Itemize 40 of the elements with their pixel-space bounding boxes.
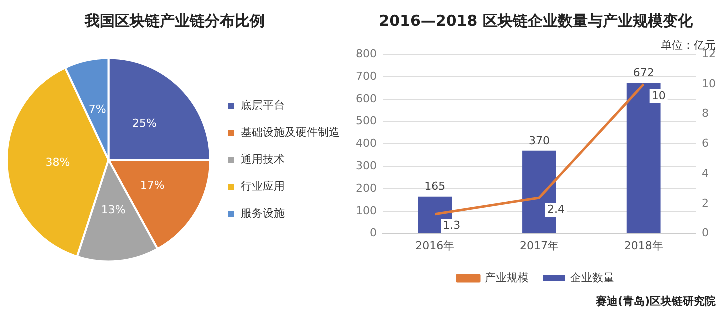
data-label: 7%	[88, 103, 106, 116]
y-tick-label: 600	[356, 92, 377, 106]
data-label: 370	[529, 134, 550, 148]
y-tick-label: 0	[370, 226, 377, 240]
data-label: 10	[652, 89, 666, 102]
legend-label: 行业应用	[241, 180, 285, 193]
x-tick-label: 2018年	[624, 239, 664, 252]
legend-label: 服务设施	[241, 206, 285, 220]
data-label: 2.4	[548, 202, 565, 216]
y-tick-label: 500	[356, 114, 377, 128]
y2-tick-label: 0	[702, 226, 710, 240]
y-tick-label: 300	[356, 159, 377, 172]
y2-axis-title: 单位：亿元	[661, 38, 716, 52]
legend-label: 企业数量	[570, 271, 614, 284]
data-label: 38%	[46, 156, 70, 170]
data-label: 17%	[140, 178, 165, 192]
legend-label: 底层平台	[241, 98, 285, 112]
y-tick-label: 100	[356, 204, 377, 218]
y-tick-label: 800	[356, 47, 377, 60]
legend-label: 基础设施及硬件制造	[241, 126, 340, 139]
y2-tick-label: 6	[702, 137, 710, 150]
y-tick-label: 200	[356, 182, 377, 195]
y2-tick-label: 8	[702, 107, 710, 120]
data-label: 1.3	[443, 219, 461, 232]
data-label: 165	[424, 180, 446, 194]
y2-tick-label: 10	[702, 77, 716, 90]
data-label: 13%	[101, 204, 126, 217]
y2-tick-label: 2	[702, 196, 710, 210]
x-tick-label: 2016年	[416, 239, 455, 252]
y-tick-label: 700	[356, 70, 377, 83]
chart-title: 2016—2018 区块链企业数量与产业规模变化	[378, 11, 694, 32]
legend-label: 通用技术	[241, 152, 285, 166]
x-tick-label: 2017年	[520, 239, 559, 252]
data-label: 25%	[132, 116, 157, 130]
data-label: 672	[633, 66, 654, 80]
chart-title: 我国区块链产业链分布比例	[84, 11, 266, 32]
y2-tick-label: 4	[702, 166, 710, 180]
y-tick-label: 400	[356, 137, 377, 150]
text: 赛迪(青岛)区块链研究院	[594, 294, 717, 309]
legend-label: 产业规模	[485, 271, 529, 284]
